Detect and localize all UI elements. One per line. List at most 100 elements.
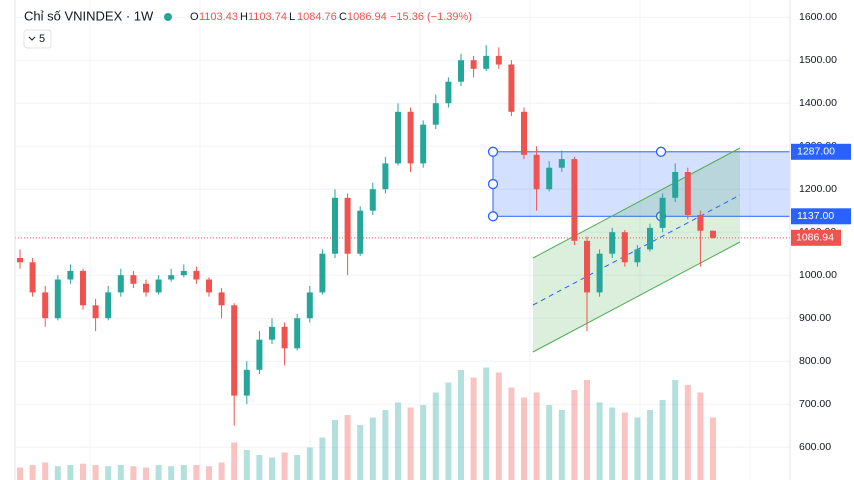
- box-price-label: 1137.00: [797, 210, 834, 222]
- volume-bar: [92, 465, 99, 480]
- candle-body: [521, 111, 527, 155]
- volume-bar: [168, 466, 175, 480]
- candle-body: [92, 305, 99, 319]
- box-handle: [487, 211, 499, 222]
- volume-bar: [117, 465, 124, 480]
- volume-bar: [256, 455, 263, 480]
- volume-bar: [269, 457, 275, 480]
- candle-body: [584, 240, 590, 293]
- volume-bar: [382, 410, 389, 480]
- volume-bar: [710, 417, 716, 480]
- volume-bar: [533, 392, 540, 480]
- candle-body: [382, 163, 389, 190]
- volume-bar: [596, 402, 603, 480]
- candle-body: [483, 55, 490, 69]
- volume-bar: [206, 466, 212, 480]
- volume-bar: [672, 380, 679, 480]
- candle-body: [621, 232, 628, 263]
- candle-body: [306, 292, 313, 319]
- volume-bar: [105, 466, 112, 480]
- candle-body: [420, 124, 427, 164]
- candle-body: [407, 111, 414, 164]
- volume-bar: [294, 455, 301, 480]
- candle-body: [332, 197, 338, 254]
- candle-body: [155, 279, 162, 293]
- candle-body: [231, 305, 238, 396]
- y-tick-label: 1500.00: [799, 54, 837, 66]
- l-label: L: [289, 11, 295, 23]
- candle-body: [533, 154, 540, 190]
- candle-body: [105, 292, 112, 319]
- candle-body: [117, 275, 124, 293]
- candle-body: [470, 60, 477, 69]
- box-handle: [655, 146, 667, 157]
- candle-body: [445, 81, 452, 104]
- h-label: H: [240, 11, 248, 23]
- volume-bar: [470, 377, 477, 480]
- volume-bar: [546, 405, 553, 480]
- volume-bar: [420, 405, 427, 480]
- volume-bar: [647, 410, 653, 480]
- y-tick-label: 600.00: [799, 441, 831, 453]
- volume-bar: [281, 452, 288, 480]
- candle-body: [54, 279, 61, 319]
- legend: Chỉ số VNINDEX · 1W O 1103.43 H 1103.74 …: [23, 8, 472, 49]
- volume-bar: [684, 385, 691, 480]
- last-price-label: 1086.94: [796, 232, 834, 244]
- volume-bar: [332, 420, 338, 480]
- volume-bar: [697, 392, 704, 480]
- volume-bar: [621, 412, 628, 480]
- box-price-badge: [791, 208, 851, 225]
- y-tick-label: 1000.00: [799, 269, 837, 281]
- y-tick-label: 700.00: [799, 398, 831, 410]
- candle-body: [206, 279, 212, 293]
- volume-bar: [508, 387, 515, 480]
- volume-bar: [407, 407, 414, 480]
- indicator-toggle[interactable]: [23, 29, 52, 49]
- volume-bar: [571, 390, 578, 480]
- candle-body: [218, 292, 225, 306]
- volume-bar: [432, 392, 439, 480]
- candle-body: [369, 189, 376, 211]
- candle-body: [508, 64, 515, 112]
- y-tick-label: 1200.00: [799, 183, 837, 195]
- candle-body: [130, 275, 137, 284]
- volume-bar: [243, 450, 250, 480]
- candle-body: [42, 292, 49, 319]
- volume-bar: [67, 465, 74, 480]
- symbol-title[interactable]: Chỉ số VNINDEX · 1W: [24, 8, 154, 23]
- candle-body: [180, 270, 187, 276]
- volume-bar: [17, 467, 23, 480]
- vertical-grid: [89, 0, 751, 480]
- l-value: 1084.76: [297, 11, 337, 23]
- candle-body: [710, 230, 716, 238]
- o-value: 1103.43: [199, 11, 238, 23]
- candle-body: [458, 60, 464, 82]
- indicator-count: 5: [39, 33, 45, 45]
- volume-bar: [445, 382, 452, 480]
- change: −15.36 (−1.39%): [390, 11, 472, 23]
- box-price-label: 1287.00: [797, 146, 835, 158]
- candle-body: [294, 318, 301, 349]
- volume-bar: [483, 367, 490, 480]
- candle-body: [29, 262, 36, 293]
- volume-bar: [42, 462, 49, 480]
- candle-body: [243, 369, 250, 396]
- volume-bar: [369, 417, 376, 480]
- box-handle: [487, 178, 499, 190]
- candle-body: [80, 270, 86, 306]
- volume-bar: [218, 462, 225, 480]
- candle-body: [67, 270, 74, 280]
- candle-body: [495, 55, 502, 65]
- last-price-badge: [791, 229, 841, 246]
- candle-body: [357, 210, 364, 254]
- candle-body: [319, 253, 326, 293]
- candle-body: [168, 275, 175, 280]
- volume-bar: [344, 415, 351, 480]
- candle-body: [684, 172, 691, 215]
- volume-bar: [584, 380, 590, 480]
- y-tick-label: 800.00: [799, 355, 831, 367]
- volume-bar: [495, 372, 502, 480]
